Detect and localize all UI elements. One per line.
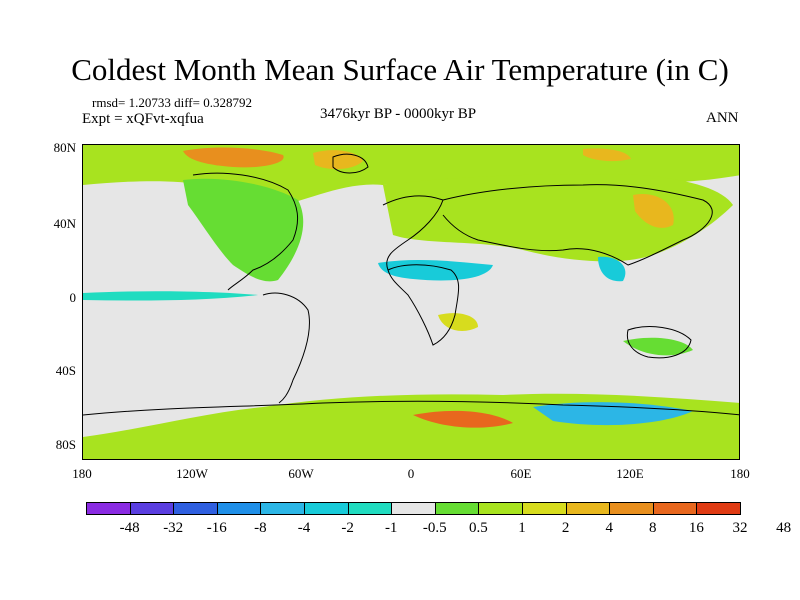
sahara-cool-patch (378, 259, 493, 281)
y-label-40s: 40S (55, 363, 76, 378)
colorbar-box (304, 502, 349, 515)
x-label-0: 0 (407, 466, 415, 481)
x-label-60w: 60W (288, 466, 314, 481)
south-africa-warm-patch (438, 313, 478, 331)
stats-text: rmsd= 1.20733 diff= 0.328792 (92, 95, 252, 110)
colorbar-label: -8 (254, 520, 267, 536)
india-cool-patch (598, 256, 626, 282)
colorbar-label: -2 (341, 520, 354, 536)
y-label-0: 0 (69, 290, 77, 305)
colorbar-box (478, 502, 523, 515)
period-label: 3476kyr BP - 0000kyr BP (320, 106, 477, 122)
colorbar-box (216, 502, 262, 515)
colorbar-box (696, 502, 741, 515)
north-america-warm-field (183, 178, 304, 282)
y-label-40n: 40N (53, 216, 76, 231)
colorbar-label: 48 (776, 520, 792, 536)
x-label-120e: 120E (616, 466, 644, 481)
colorbar-box (434, 502, 480, 515)
colorbar-label: -0.5 (422, 520, 447, 536)
temperature-map (82, 144, 740, 460)
colorbar-label: -48 (119, 520, 140, 536)
equatorial-cool-band (83, 291, 258, 301)
eurasia-warm-field (383, 174, 733, 262)
antarctic-warm-field (83, 393, 739, 459)
colorbar-label: 16 (688, 520, 704, 536)
colorbar-label: -4 (297, 520, 311, 536)
arctic-orange-patch (183, 147, 284, 168)
colorbar-box (347, 502, 393, 515)
colorbar-box (522, 502, 567, 515)
greenland-orange-patch (313, 150, 363, 170)
coastlines (83, 153, 739, 416)
colorbar-box (565, 502, 611, 515)
y-label-80s: 80S (55, 437, 76, 452)
colorbar-label: 2 (561, 520, 570, 536)
colorbar-label: -32 (163, 520, 184, 536)
colorbar-box (260, 502, 305, 515)
siberia-orange-patch (583, 148, 631, 162)
colorbar-box (129, 502, 175, 515)
colorbar-label: 0.5 (469, 520, 488, 536)
map-canvas (83, 145, 739, 459)
colorbar-label: 4 (605, 520, 613, 536)
australia-warm-patch (623, 337, 693, 356)
colorbar-box (86, 502, 131, 515)
colorbar (86, 502, 741, 515)
antarctic-cool-patch (533, 402, 693, 426)
colorbar-label: -16 (206, 520, 227, 536)
colorbar-label: 8 (649, 520, 657, 536)
colorbar-box (652, 502, 698, 515)
colorbar-box (391, 502, 436, 515)
x-label-180w: 180 (72, 466, 92, 481)
x-label-120w: 120W (176, 466, 208, 481)
colorbar-label: 1 (518, 520, 526, 536)
antarctic-orange-patch (413, 410, 513, 428)
colorbar-label: -1 (384, 520, 398, 536)
east-asia-orange-patch (633, 194, 674, 228)
y-label-80n: 80N (53, 140, 76, 155)
colorbar-box (609, 502, 654, 515)
season-label: ANN (706, 110, 739, 126)
colorbar-label: 32 (732, 520, 748, 536)
chart-title: Coldest Month Mean Surface Air Temperatu… (71, 52, 729, 87)
x-label-60e: 60E (510, 466, 532, 481)
colorbar-box (173, 502, 218, 515)
x-label-180e: 180 (730, 466, 750, 481)
experiment-label: Expt = xQFvt-xqfua (82, 111, 204, 127)
